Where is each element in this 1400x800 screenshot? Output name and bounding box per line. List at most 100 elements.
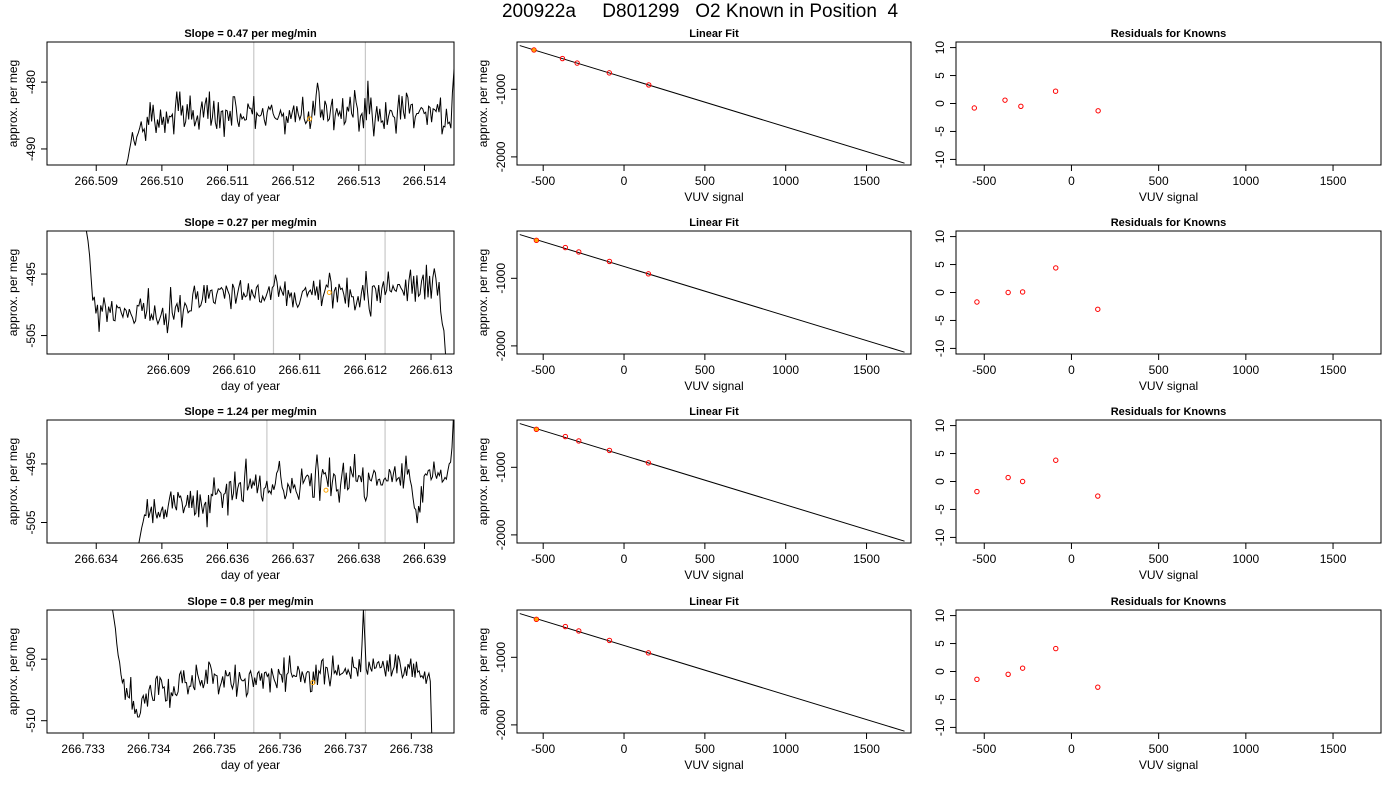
y-tick-label: -5 xyxy=(933,126,947,137)
data-point xyxy=(645,650,652,656)
y-tick-label: 0 xyxy=(933,100,947,107)
y-tick-label: 10 xyxy=(933,41,947,55)
y-tick-label: 0 xyxy=(933,478,947,485)
x-tick-label: 500 xyxy=(695,174,715,188)
plot-frame xyxy=(955,41,1382,166)
y-tick-label: -10 xyxy=(933,150,947,168)
x-axis-label: VUV signal xyxy=(684,568,743,582)
fit-line xyxy=(519,234,905,353)
data-point xyxy=(1095,493,1101,499)
x-tick-label: 0 xyxy=(621,552,628,566)
x-axis-label: VUV signal xyxy=(1139,190,1198,204)
x-axis-label: VUV signal xyxy=(1139,758,1198,772)
data-point xyxy=(646,82,652,88)
data-point xyxy=(1018,103,1024,109)
x-tick-label: -500 xyxy=(531,552,555,566)
x-tick-label: 266.512 xyxy=(271,174,315,188)
fit-panel-4: Linear Fit -500 0 500 1000 1500 -2000 -1000 VUV … xyxy=(476,596,912,772)
x-tick-label: 266.634 xyxy=(75,552,119,566)
data-point xyxy=(531,47,537,53)
trace-panel-2: Slope = 0.27 per meg/min 266.609 266.610 26… xyxy=(6,217,455,393)
y-tick-label: 5 xyxy=(933,450,947,457)
data-point xyxy=(1005,289,1011,296)
x-axis-label: VUV signal xyxy=(684,190,743,204)
data-point xyxy=(574,60,580,66)
y-tick-label: -2000 xyxy=(494,709,508,740)
data-point xyxy=(606,258,613,265)
y-tick-label: -490 xyxy=(24,137,38,161)
fit-line xyxy=(519,45,905,164)
x-tick-label: 1000 xyxy=(1232,363,1259,377)
plot-area xyxy=(112,610,433,733)
x-tick-label: 266.610 xyxy=(212,363,256,377)
x-tick-label: 500 xyxy=(1149,363,1169,377)
data-point xyxy=(1053,265,1059,271)
panel-title: Residuals for Knowns xyxy=(1111,28,1227,40)
panel-title: Slope = 0.8 per meg/min xyxy=(187,596,314,608)
y-tick-label: -10 xyxy=(933,339,947,357)
x-tick-label: 1500 xyxy=(853,174,880,188)
plot-area xyxy=(519,423,905,542)
y-tick-label: -2000 xyxy=(494,141,508,172)
x-tick-label: 266.738 xyxy=(390,742,434,756)
plot-area xyxy=(974,265,1101,312)
x-tick-label: 1500 xyxy=(1320,363,1347,377)
x-tick-label: 266.734 xyxy=(127,742,171,756)
x-tick-label: 0 xyxy=(1068,742,1075,756)
x-tick-label: 500 xyxy=(1149,742,1169,756)
x-tick-label: 500 xyxy=(695,742,715,756)
panel-title: Linear Fit xyxy=(689,406,739,418)
series-line xyxy=(138,420,454,543)
residuals-panel-2: Residuals for Knowns -500 0 500 1000 1500 -10 -… xyxy=(933,217,1382,393)
x-tick-label: 266.510 xyxy=(140,174,184,188)
data-point xyxy=(562,623,569,630)
data-point xyxy=(1095,108,1101,114)
data-point xyxy=(1002,97,1008,103)
y-axis-label: approx. per meg xyxy=(6,628,20,715)
plot-frame xyxy=(46,230,455,355)
y-tick-label: -1000 xyxy=(494,263,508,294)
y-axis-label: approx. per meg xyxy=(6,60,20,147)
highlight-point xyxy=(532,48,536,52)
data-point xyxy=(310,680,316,686)
data-point xyxy=(559,55,566,62)
data-point xyxy=(323,487,329,493)
x-tick-label: 0 xyxy=(1068,552,1075,566)
y-tick-label: -1000 xyxy=(494,74,508,105)
x-axis-label: VUV signal xyxy=(684,758,743,772)
plot-area xyxy=(971,88,1101,114)
y-tick-label: -2000 xyxy=(494,519,508,550)
y-tick-label: -5 xyxy=(933,694,947,705)
data-point xyxy=(562,433,569,440)
x-tick-label: 266.511 xyxy=(206,174,249,188)
fit-line xyxy=(519,423,905,542)
x-tick-label: 1500 xyxy=(853,742,880,756)
data-point xyxy=(533,616,540,623)
plot-area xyxy=(974,457,1101,499)
data-point xyxy=(533,426,540,433)
x-tick-label: 266.637 xyxy=(271,552,315,566)
plot-area xyxy=(125,42,454,165)
x-tick-label: -500 xyxy=(972,552,996,566)
panel-title: Residuals for Knowns xyxy=(1111,217,1227,229)
highlight-point xyxy=(534,427,539,432)
x-tick-label: 266.635 xyxy=(140,552,184,566)
x-tick-label: 0 xyxy=(1068,363,1075,377)
y-axis-label: approx. per meg xyxy=(476,60,490,147)
y-axis-label: approx. per meg xyxy=(6,249,20,336)
page-title: 200922a D801299 O2 Known in Position 4 xyxy=(501,1,899,22)
y-tick-label: 5 xyxy=(933,261,947,268)
x-axis-label: VUV signal xyxy=(1139,568,1198,582)
data-point xyxy=(1095,306,1101,312)
x-axis-label: day of year xyxy=(221,379,280,393)
trace-panel-1: Slope = 0.47 per meg/min 266.509 266.510 26… xyxy=(6,28,455,204)
x-tick-label: 266.736 xyxy=(258,742,302,756)
plot-frame xyxy=(516,41,912,166)
plot-area xyxy=(519,613,905,732)
data-point xyxy=(1019,478,1026,485)
x-tick-label: 266.613 xyxy=(409,363,453,377)
x-tick-label: 500 xyxy=(1149,552,1169,566)
fit-panel-3: Linear Fit -500 0 500 1000 1500 -2000 -1000 VUV … xyxy=(476,406,912,582)
plot-area xyxy=(519,45,905,164)
plot-area xyxy=(519,234,905,353)
